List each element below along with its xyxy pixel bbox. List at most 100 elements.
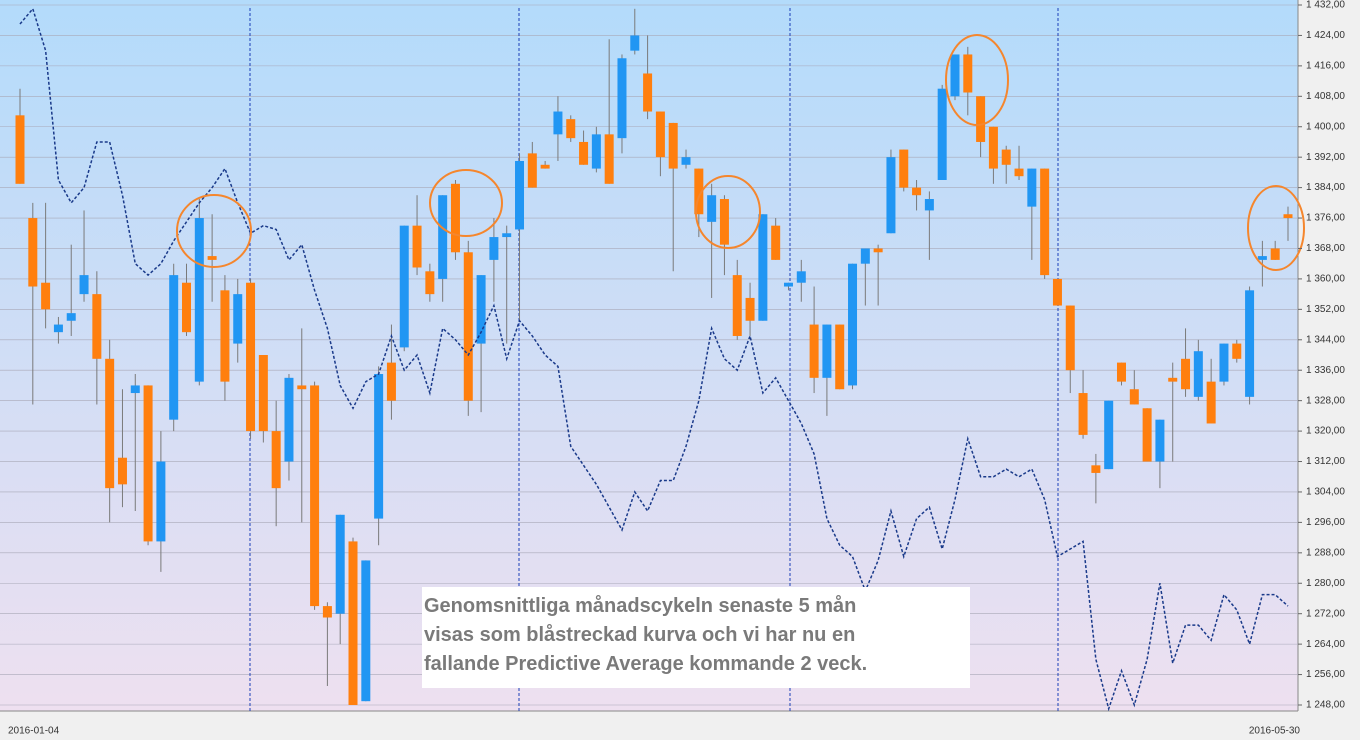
candle-body <box>796 271 806 283</box>
candle-body <box>1040 168 1050 276</box>
y-tick-label: 1 304,00 <box>1306 487 1345 498</box>
candle-body <box>271 431 281 489</box>
candle-body <box>873 248 883 253</box>
candle-body <box>489 237 499 260</box>
candle-body <box>207 256 217 260</box>
candle-body <box>681 157 691 165</box>
candle-body <box>809 324 819 378</box>
candle-body <box>566 119 576 139</box>
y-tick-label: 1 408,00 <box>1306 91 1345 102</box>
candle-body <box>719 199 729 245</box>
candle-body <box>1027 168 1037 207</box>
candle-body <box>668 122 678 169</box>
candle-body <box>655 111 665 158</box>
candle-body <box>1283 214 1293 219</box>
candle-body <box>976 96 986 142</box>
candle-body <box>386 362 396 401</box>
date-panel <box>0 711 1298 740</box>
candle-body <box>1001 149 1011 165</box>
y-tick-label: 1 400,00 <box>1306 121 1345 132</box>
candle-body <box>848 263 858 386</box>
candle-body <box>604 134 614 184</box>
candle-body <box>438 195 448 279</box>
candle-body <box>579 141 589 165</box>
candle-body <box>117 457 127 485</box>
y-tick-label: 1 416,00 <box>1306 61 1345 72</box>
candle-body <box>335 514 345 614</box>
candle-body <box>220 290 230 382</box>
candle-body <box>950 54 960 97</box>
candle-body <box>412 225 422 268</box>
candle-body <box>553 111 563 135</box>
candle-body <box>143 385 153 542</box>
y-tick-label: 1 376,00 <box>1306 213 1345 224</box>
candle-body <box>1219 343 1229 382</box>
candle-body <box>169 275 179 420</box>
candle-body <box>771 225 781 260</box>
y-tick-label: 1 432,00 <box>1306 0 1345 11</box>
candle-body <box>130 385 140 394</box>
candle-body <box>463 252 473 401</box>
candle-body <box>1168 377 1178 382</box>
y-tick-label: 1 352,00 <box>1306 304 1345 315</box>
candle-body <box>937 88 947 180</box>
candle-body <box>591 134 601 169</box>
candle-body <box>399 225 409 348</box>
x-tick-label: 2016-05-30 <box>1249 726 1301 737</box>
candle-body <box>1104 400 1114 470</box>
candle-body <box>258 355 268 432</box>
y-tick-label: 1 312,00 <box>1306 456 1345 467</box>
annotation-box <box>422 587 970 688</box>
candle-body <box>1257 256 1267 260</box>
candle-body <box>194 218 204 382</box>
marks <box>15 7 1293 711</box>
y-tick-label: 1 264,00 <box>1306 639 1345 650</box>
candle-body <box>1091 465 1101 473</box>
highlight-circles <box>176 34 1305 271</box>
y-tick-label: 1 328,00 <box>1306 395 1345 406</box>
candle-body <box>1142 408 1152 462</box>
highlight-circle <box>429 169 503 237</box>
candle-body <box>297 385 307 390</box>
candle-body <box>822 324 832 378</box>
candle-body <box>1232 343 1242 359</box>
x-tick-label: 2016-01-04 <box>8 726 60 737</box>
candle-body <box>66 313 76 321</box>
candle-body <box>53 324 63 333</box>
y-tick-label: 1 384,00 <box>1306 182 1345 193</box>
highlight-circle <box>176 194 252 268</box>
candle-body <box>1270 248 1280 260</box>
axis-panel <box>1298 0 1360 740</box>
candle-body <box>1129 389 1139 405</box>
candle-body <box>1193 351 1203 397</box>
y-tick-label: 1 272,00 <box>1306 608 1345 619</box>
y-tick-label: 1 256,00 <box>1306 669 1345 680</box>
candle-body <box>476 275 486 344</box>
candle-body <box>1065 305 1075 371</box>
candle-body <box>835 324 845 390</box>
candle-body <box>79 275 89 295</box>
highlight-circle <box>695 175 761 249</box>
candle-body <box>246 282 256 432</box>
candle-body <box>860 248 870 264</box>
y-tick-label: 1 288,00 <box>1306 547 1345 558</box>
candle-body <box>1014 168 1024 177</box>
highlight-circle <box>945 34 1009 126</box>
candle-body <box>924 199 934 211</box>
candle-body <box>540 164 550 169</box>
candle-body <box>502 233 512 238</box>
candle-body <box>707 195 717 222</box>
candle-body <box>988 126 998 169</box>
candle-body <box>1245 290 1255 397</box>
candle-body <box>745 297 755 321</box>
y-tick-label: 1 280,00 <box>1306 578 1345 589</box>
y-tick-label: 1 368,00 <box>1306 243 1345 254</box>
candle-body <box>630 35 640 51</box>
candle-body <box>450 183 460 253</box>
grid <box>0 4 1298 706</box>
candle-body <box>1116 362 1126 382</box>
candle-body <box>284 377 294 462</box>
y-tick-label: 1 344,00 <box>1306 334 1345 345</box>
candle-body <box>694 168 704 215</box>
candle-body <box>425 271 435 295</box>
